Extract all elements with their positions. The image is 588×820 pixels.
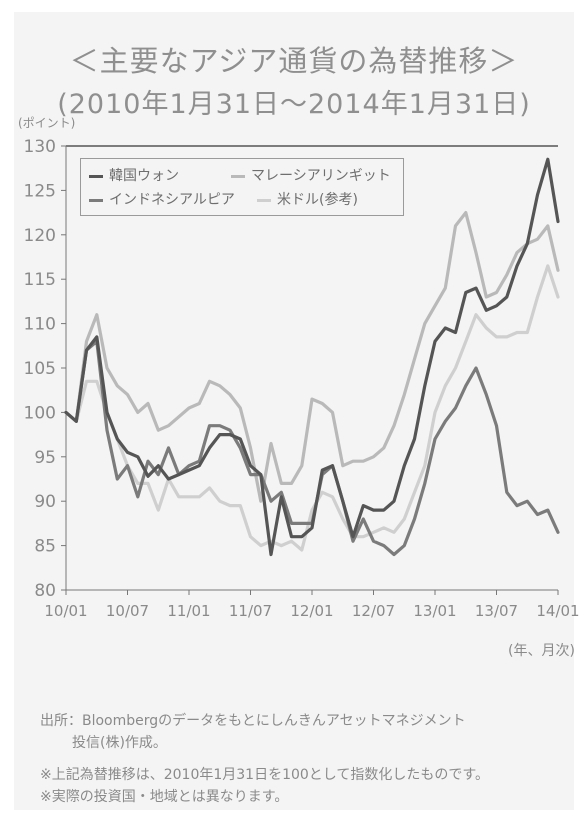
y-tick-label-90: 90 [34, 492, 56, 512]
chart-subtitle: (2010年1月31日～2014年1月31日) [57, 89, 531, 120]
y-tick-label-100: 100 [24, 403, 56, 423]
y-tick-label-95: 95 [34, 448, 56, 468]
x-tick-label-2: 11/01 [167, 602, 210, 620]
y-tick-label-80: 80 [34, 581, 56, 601]
series-line-1 [64, 211, 560, 503]
series-line-3 [64, 264, 560, 552]
legend-label-krw: 韓国ウォン [109, 168, 179, 184]
source-note-line2: 投信(株)作成。 [72, 735, 167, 751]
legend-label-usd: 米ドル(参考) [277, 192, 358, 208]
x-tick-label-1: 10/07 [106, 602, 149, 620]
x-tick-label-0: 10/01 [44, 602, 87, 620]
legend-item-myr: マレーシアリンギット [231, 165, 391, 185]
legend-swatch-myr [231, 174, 245, 178]
legend-label-myr: マレーシアリンギット [251, 168, 391, 184]
disclaimer-note: ※実際の投資国・地域とは異なります。 [40, 789, 289, 805]
chart-legend: 韓国ウォン マレーシアリンギット インドネシアルピア 米ドル(参考) [80, 158, 404, 216]
x-tick-label-6: 13/01 [413, 602, 456, 620]
x-tick-label-4: 12/01 [290, 602, 333, 620]
legend-item-idr: インドネシアルピア [89, 189, 235, 209]
x-tick-label-8: 14/01 [536, 602, 579, 620]
y-tick-label-105: 105 [24, 359, 56, 379]
legend-swatch-idr [89, 198, 103, 202]
y-tick-label-125: 125 [24, 181, 56, 201]
chart-title: ＜主要なアジア通貨の為替推移＞ [69, 44, 519, 78]
legend-swatch-usd [257, 198, 271, 202]
y-tick-label-85: 85 [34, 537, 56, 557]
y-axis-unit: (ポイント) [18, 116, 76, 130]
legend-item-krw: 韓国ウォン [89, 165, 179, 185]
source-note-line1: 出所：Bloombergのデータをもとにしんきんアセットマネジメント [40, 713, 466, 729]
y-tick-label-115: 115 [24, 270, 56, 290]
x-tick-label-7: 13/07 [475, 602, 518, 620]
y-tick-label-120: 120 [24, 226, 56, 246]
legend-label-idr: インドネシアルピア [109, 192, 235, 208]
y-tick-label-110: 110 [24, 315, 56, 335]
x-tick-label-3: 11/07 [229, 602, 272, 620]
x-tick-label-5: 12/07 [352, 602, 395, 620]
legend-swatch-krw [89, 174, 103, 178]
series-line-0 [64, 157, 560, 557]
index-note: ※上記為替推移は、2010年1月31日を100として指数化したものです。 [40, 767, 489, 783]
legend-item-usd: 米ドル(参考) [257, 189, 358, 209]
x-axis-unit: (年、月次) [508, 643, 575, 659]
y-tick-label-130: 130 [24, 137, 56, 157]
